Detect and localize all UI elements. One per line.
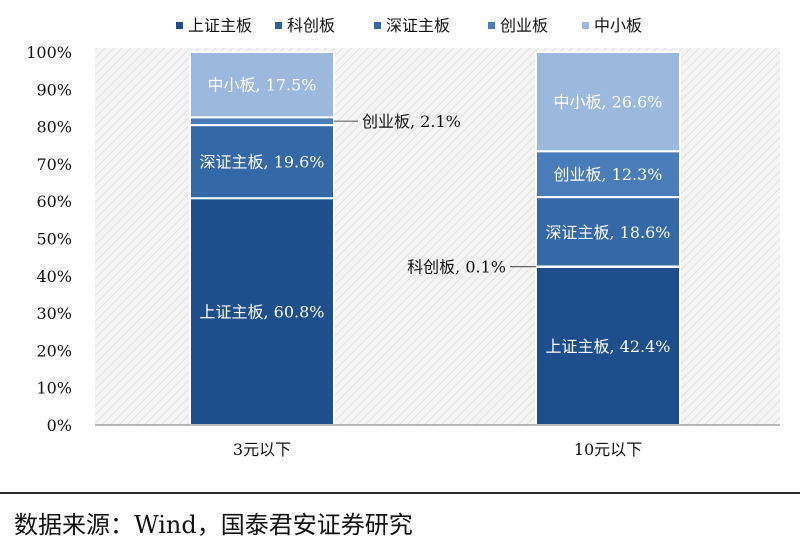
y-tick-label: 80% [36, 118, 72, 137]
y-tick-label: 70% [36, 155, 72, 174]
bar-segment [535, 150, 681, 199]
y-tick-label: 20% [36, 341, 72, 360]
y-tick-label: 60% [36, 192, 72, 211]
legend: 上证主板 科创板 深证主板 创业板 中小板 [176, 16, 642, 35]
data-label: 上证主板, 42.4% [545, 337, 670, 356]
x-axis: 3元以下 10元以下 [95, 424, 780, 459]
legend-swatch [176, 22, 183, 29]
y-tick-label: 50% [36, 230, 72, 249]
legend-label: 科创板 [287, 16, 335, 35]
bar-segment [189, 197, 335, 426]
data-label: 科创板, 0.1% [407, 258, 506, 277]
legend-label: 创业板 [500, 16, 548, 35]
data-label: 创业板, 12.3% [553, 165, 662, 184]
data-label: 深证主板, 19.6% [199, 153, 324, 172]
data-label: 上证主板, 60.8% [199, 303, 324, 322]
bar-segment [535, 51, 681, 153]
legend-swatch [275, 22, 282, 29]
legend-swatch [374, 22, 381, 29]
data-label: 深证主板, 18.6% [545, 223, 670, 242]
y-tick-label: 90% [36, 80, 72, 99]
source-divider [0, 492, 800, 494]
bar-segment [535, 196, 681, 268]
data-label: 中小板, 26.6% [553, 93, 662, 112]
data-labels: 上证主板, 60.8% 深证主板, 19.6% 中小板, 17.5% 创业板, 2.1… [199, 76, 670, 356]
bar-segment [189, 116, 335, 127]
chart: 上证主板 科创板 深证主板 创业板 中小板 0% 10% 20% 30% 40% 50% 60% 70… [26, 16, 780, 459]
x-tick-label: 10元以下 [574, 440, 642, 459]
y-axis: 0% 10% 20% 30% 40% 50% 60% 70% 80% 90% 100% [26, 43, 72, 435]
legend-label: 中小板 [594, 16, 642, 35]
legend-swatch [488, 22, 495, 29]
y-tick-label: 30% [36, 304, 72, 323]
y-tick-label: 100% [26, 43, 72, 62]
y-tick-label: 10% [36, 379, 72, 398]
data-label: 创业板, 2.1% [362, 112, 461, 131]
y-tick-label: 0% [47, 416, 72, 435]
legend-swatch [582, 22, 589, 29]
bar-segment [189, 51, 335, 119]
legend-label: 上证主板 [188, 16, 252, 35]
x-tick-label: 3元以下 [233, 440, 291, 459]
legend-label: 深证主板 [386, 16, 450, 35]
source-note: 数据来源：Wind，国泰君安证券研究 [14, 511, 413, 539]
y-tick-label: 40% [36, 267, 72, 286]
data-label: 中小板, 17.5% [207, 76, 316, 95]
